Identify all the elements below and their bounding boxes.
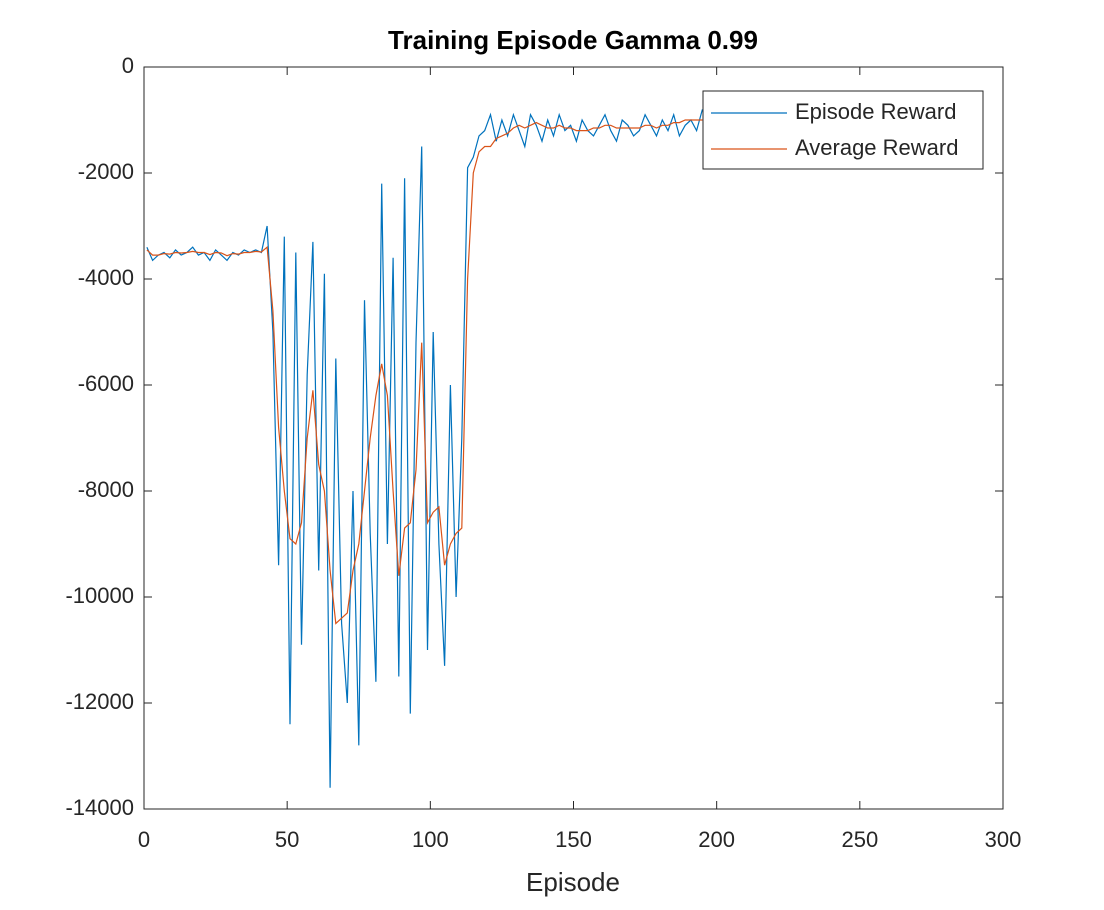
legend-label: Average Reward bbox=[795, 135, 958, 160]
x-tick-label: 100 bbox=[412, 827, 449, 852]
x-tick-label: 300 bbox=[985, 827, 1022, 852]
y-tick-label: -10000 bbox=[65, 583, 134, 608]
y-tick-label: -12000 bbox=[65, 689, 134, 714]
y-tick-label: -8000 bbox=[78, 477, 134, 502]
x-tick-label: 150 bbox=[555, 827, 592, 852]
plot-area bbox=[143, 66, 1004, 810]
legend-label: Episode Reward bbox=[795, 99, 956, 124]
legend-box bbox=[702, 90, 984, 170]
y-tick-label: -14000 bbox=[65, 795, 134, 820]
chart-title: Training Episode Gamma 0.99 bbox=[388, 25, 758, 55]
x-axis-label: Episode bbox=[526, 867, 620, 897]
x-tick-label: 250 bbox=[841, 827, 878, 852]
x-tick-label: 0 bbox=[138, 827, 150, 852]
series-line bbox=[146, 119, 703, 625]
y-tick-label: -6000 bbox=[78, 371, 134, 396]
x-tick-label: 200 bbox=[698, 827, 735, 852]
y-tick-label: -4000 bbox=[78, 265, 134, 290]
x-tick-label: 50 bbox=[275, 827, 299, 852]
y-tick-label: 0 bbox=[122, 53, 134, 78]
y-tick-label: -2000 bbox=[78, 159, 134, 184]
